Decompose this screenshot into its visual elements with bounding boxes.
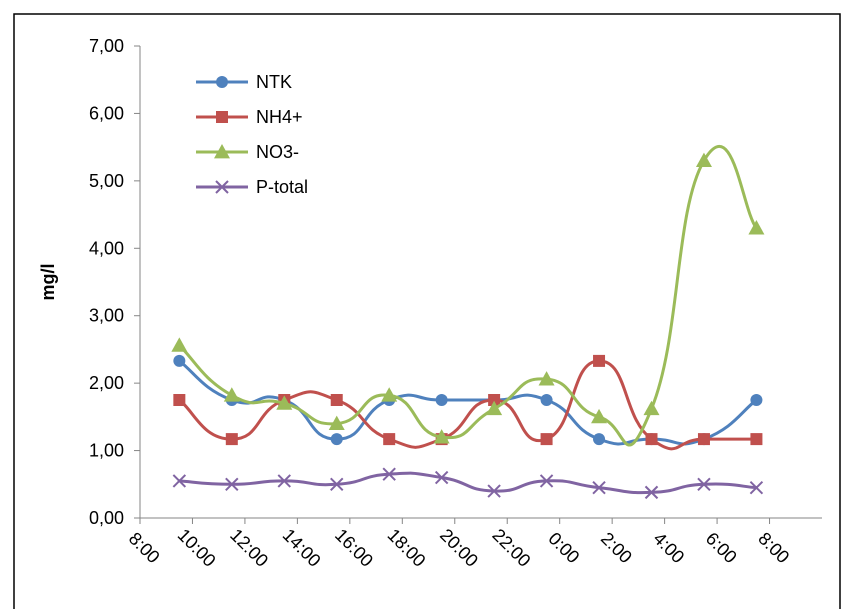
y-tick-label: 4,00 [89, 238, 124, 258]
data-point [173, 354, 186, 367]
data-point [435, 394, 448, 406]
legend: NTK NH4+ NO3- P-total [196, 72, 308, 197]
data-point [749, 480, 764, 495]
data-point [697, 433, 710, 446]
y-tick-label: 1,00 [89, 441, 124, 461]
chart-border [13, 13, 841, 614]
legend-item: P-total [196, 177, 308, 197]
data-point [750, 433, 763, 446]
legend-label: NO3- [256, 142, 299, 162]
data-point [486, 400, 503, 416]
y-tick-label: 3,00 [89, 306, 124, 326]
y-tick-label: 5,00 [89, 171, 124, 191]
data-point [593, 354, 606, 367]
data-point [328, 415, 345, 430]
data-point [748, 220, 765, 235]
legend-label: NH4+ [256, 107, 303, 127]
data-point [276, 395, 293, 410]
data-point [540, 394, 553, 406]
y-axis-label: mg/l [38, 263, 58, 300]
data-point [540, 433, 553, 446]
legend-item: NTK [196, 72, 292, 92]
legend-item: NO3- [196, 142, 299, 162]
data-point [433, 429, 450, 444]
data-point [330, 433, 343, 446]
data-point [330, 394, 343, 406]
data-point [383, 433, 396, 446]
y-tick-label: 0,00 [89, 508, 124, 528]
data-point [487, 484, 501, 498]
data-point [225, 433, 238, 446]
legend-item: NH4+ [196, 107, 303, 127]
data-point [277, 474, 291, 488]
data-point [591, 408, 608, 424]
data-point [172, 474, 187, 488]
series-p-total [172, 467, 764, 500]
data-point [171, 337, 188, 352]
data-point [330, 477, 344, 491]
legend-marker [216, 111, 228, 123]
data-point [695, 152, 712, 168]
legend-marker [214, 144, 230, 159]
data-point [381, 387, 398, 402]
data-point [593, 433, 606, 446]
legend-label: NTK [256, 72, 292, 92]
data-point [643, 400, 660, 416]
data-point [223, 387, 240, 402]
data-point [488, 394, 501, 406]
legend-label: P-total [256, 177, 308, 197]
data-point [173, 394, 186, 406]
legend-marker [215, 180, 229, 194]
series-line [177, 471, 758, 495]
data-point [225, 477, 239, 491]
data-point [697, 477, 711, 491]
data-point [382, 467, 396, 481]
data-point [539, 474, 554, 488]
data-point [644, 485, 659, 500]
data-point [645, 433, 658, 446]
legend-marker [216, 76, 228, 88]
series-layer [171, 144, 765, 500]
y-tick-label: 7,00 [89, 36, 124, 56]
data-point [592, 480, 606, 495]
y-tick-label: 6,00 [89, 103, 124, 123]
data-point [434, 470, 449, 485]
series-no3- [171, 144, 765, 447]
data-point [750, 394, 763, 406]
data-point [538, 371, 555, 386]
y-tick-label: 2,00 [89, 373, 124, 393]
